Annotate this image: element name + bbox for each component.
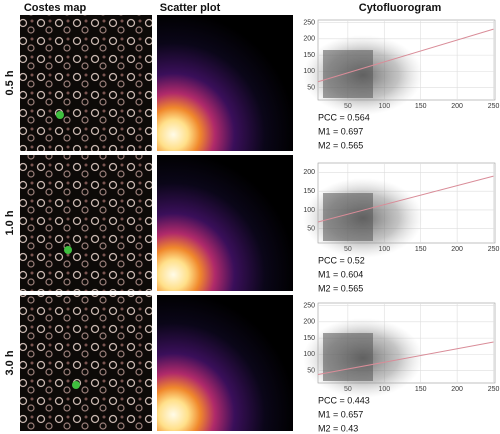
x-tick-label: 150 (415, 246, 427, 253)
x-tick-label: 250 (488, 386, 500, 393)
stat-text: PCC = 0.52 (318, 255, 365, 265)
point-cloud-core (323, 50, 373, 98)
x-tick-label: 250 (488, 246, 500, 253)
green-spot (56, 111, 64, 119)
fit-line (317, 341, 494, 376)
fit-line (317, 175, 494, 223)
y-tick-label: 200 (303, 319, 315, 326)
costes-map-image (20, 295, 152, 431)
x-tick-label: 150 (415, 386, 427, 393)
green-spot (64, 246, 72, 254)
green-spot (72, 381, 80, 389)
stat-text: M1 = 0.657 (318, 409, 363, 419)
stat-text: M1 = 0.697 (318, 126, 363, 136)
row-label: 3.0 h (4, 350, 16, 375)
stat-text: PCC = 0.564 (318, 112, 370, 122)
x-tick-label: 200 (451, 103, 463, 110)
y-tick-label: 150 (303, 52, 315, 59)
stat-text: M2 = 0.565 (318, 283, 363, 293)
y-tick-label: 200 (303, 169, 315, 176)
stat-text: M2 = 0.565 (318, 140, 363, 150)
column-header: Costes map (24, 2, 87, 14)
scatter-plot-image (157, 295, 293, 431)
fit-line (317, 28, 494, 83)
row-label: 0.5 h (4, 70, 16, 95)
x-tick-label: 250 (488, 103, 500, 110)
costes-map-image (20, 15, 152, 151)
y-tick-label: 150 (303, 335, 315, 342)
point-cloud-core (323, 193, 373, 241)
costes-map-image (20, 155, 152, 291)
point-cloud-core (323, 333, 373, 381)
x-tick-label: 150 (415, 103, 427, 110)
column-header: Scatter plot (160, 2, 221, 14)
scatter-plot-image (157, 155, 293, 291)
stat-text: PCC = 0.443 (318, 395, 370, 405)
y-tick-label: 250 (303, 19, 315, 26)
y-tick-label: 200 (303, 36, 315, 43)
row-label: 1.0 h (4, 210, 16, 235)
stat-text: M1 = 0.604 (318, 269, 363, 279)
column-header: Cytofluorogram (359, 2, 442, 14)
stat-text: M2 = 0.43 (318, 423, 358, 433)
y-tick-label: 150 (303, 188, 315, 195)
scatter-plot-image (157, 15, 293, 151)
y-tick-label: 250 (303, 302, 315, 309)
x-tick-label: 200 (451, 386, 463, 393)
x-tick-label: 200 (451, 246, 463, 253)
